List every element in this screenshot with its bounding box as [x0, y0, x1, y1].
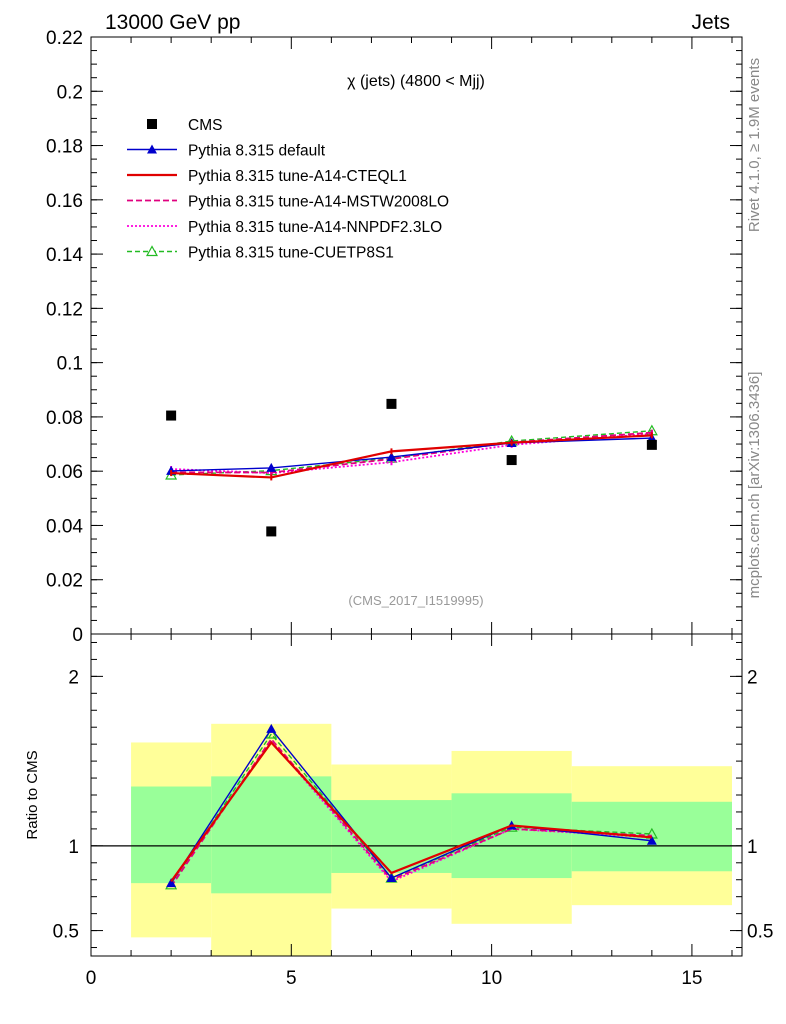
ratio-y-tick-label-right: 1: [747, 837, 758, 858]
cms-data-point: [386, 398, 397, 409]
legend-label-cms: CMS: [188, 117, 222, 134]
legend-marker-default: [147, 144, 157, 154]
main-y-axis: 0 0.02 0.04 0.06 0.08 0.1 0.12 0.14 0.16 0.18 0.2 0…: [46, 28, 742, 646]
y-tick-label: 0.04: [46, 516, 83, 537]
ratio-band-inner: [131, 786, 212, 884]
y-tick-label: 0.16: [46, 191, 83, 212]
main-x-axis: [90, 37, 733, 634]
y-tick-label: 0.08: [46, 408, 83, 429]
legend: CMS Pythia 8.315 default Pythia 8.315 tune…: [127, 117, 449, 262]
ratio-y-tick-label-right: 2: [747, 667, 758, 688]
ratio-panel: 0.5 0.5 1 1 2 2 0 5 10 15 Ratio to CMS: [24, 633, 773, 989]
header-right: Jets: [691, 11, 730, 34]
ratio-plot-area: [91, 723, 742, 956]
mcplots-label: mcplots.cern.ch [arXiv:1306.3436]: [746, 372, 763, 599]
ratio-y-axis: 0.5 0.5 1 1 2 2: [53, 641, 773, 949]
x-tick-label: 0: [86, 968, 97, 989]
rivet-version-label: Rivet 4.1.0, ≥ 1.9M events: [746, 58, 763, 232]
ratio-marker-default: [386, 873, 397, 883]
y-tick-label: 0.14: [46, 245, 83, 266]
y-tick-label: 0.1: [57, 354, 83, 375]
legend-item-cteql1: Pythia 8.315 tune-A14-CTEQL1: [127, 168, 407, 185]
ratio-y-tick-label: 2: [68, 667, 79, 688]
cms-data-point: [506, 455, 517, 466]
y-tick-label: 0.18: [46, 137, 83, 158]
header-left: 13000 GeV pp: [105, 11, 240, 34]
y-tick-label: 0.06: [46, 462, 83, 483]
main-plot-area: [165, 398, 658, 537]
legend-item-nnpdf: Pythia 8.315 tune-A14-NNPDF2.3LO: [127, 219, 442, 236]
legend-label-default: Pythia 8.315 default: [188, 143, 326, 160]
cms-data-point: [646, 439, 657, 450]
ratio-band-inner: [211, 776, 332, 894]
ratio-y-tick-label: 1: [68, 837, 79, 858]
ratio-marker-default: [266, 723, 277, 733]
legend-label-nnpdf: Pythia 8.315 tune-A14-NNPDF2.3LO: [188, 219, 442, 236]
ratio-series-line-cteql1: [170, 740, 652, 883]
legend-label-mstw: Pythia 8.315 tune-A14-MSTW2008LO: [188, 194, 449, 211]
legend-marker-cms: [147, 119, 157, 129]
ratio-x-axis: 0 5 10 15: [86, 634, 733, 989]
y-tick-label: 0.02: [46, 571, 83, 592]
legend-item-cms: CMS: [147, 117, 222, 134]
legend-item-cuetp: Pythia 8.315 tune-CUETP8S1: [127, 245, 394, 262]
cms-data-point: [166, 410, 177, 421]
analysis-watermark: (CMS_2017_I1519995): [348, 593, 483, 608]
cms-data-point: [266, 526, 277, 537]
legend-label-cuetp: Pythia 8.315 tune-CUETP8S1: [188, 245, 394, 262]
ratio-band-inner: [451, 793, 572, 879]
main-marker-default: [266, 462, 277, 472]
legend-marker-cuetp: [145, 245, 159, 257]
main-marker-default: [386, 452, 397, 462]
legend-label-cteql1: Pythia 8.315 tune-A14-CTEQL1: [188, 168, 407, 185]
ratio-marker-default: [646, 835, 657, 845]
y-tick-label: 0.2: [57, 82, 83, 103]
plot-title: χ (jets) (4800 < Mjj): [347, 73, 485, 90]
y-tick-label: 0.22: [46, 28, 83, 49]
ratio-y-tick-label-right: 0.5: [747, 922, 773, 943]
main-panel: 0 0.02 0.04 0.06 0.08 0.1 0.12 0.14 0.16 0.18 0.2 0…: [46, 28, 743, 646]
ratio-marker-default: [166, 878, 177, 888]
ratio-y-tick-label: 0.5: [53, 922, 79, 943]
y-tick-label: 0: [72, 625, 83, 646]
x-tick-label: 10: [481, 968, 502, 989]
y-tick-label: 0.12: [46, 299, 83, 320]
ratio-y-label: Ratio to CMS: [24, 750, 41, 839]
x-tick-label: 5: [286, 968, 297, 989]
legend-item-mstw: Pythia 8.315 tune-A14-MSTW2008LO: [127, 194, 449, 211]
legend-item-default: Pythia 8.315 default: [127, 143, 326, 160]
x-tick-label: 15: [681, 968, 702, 989]
